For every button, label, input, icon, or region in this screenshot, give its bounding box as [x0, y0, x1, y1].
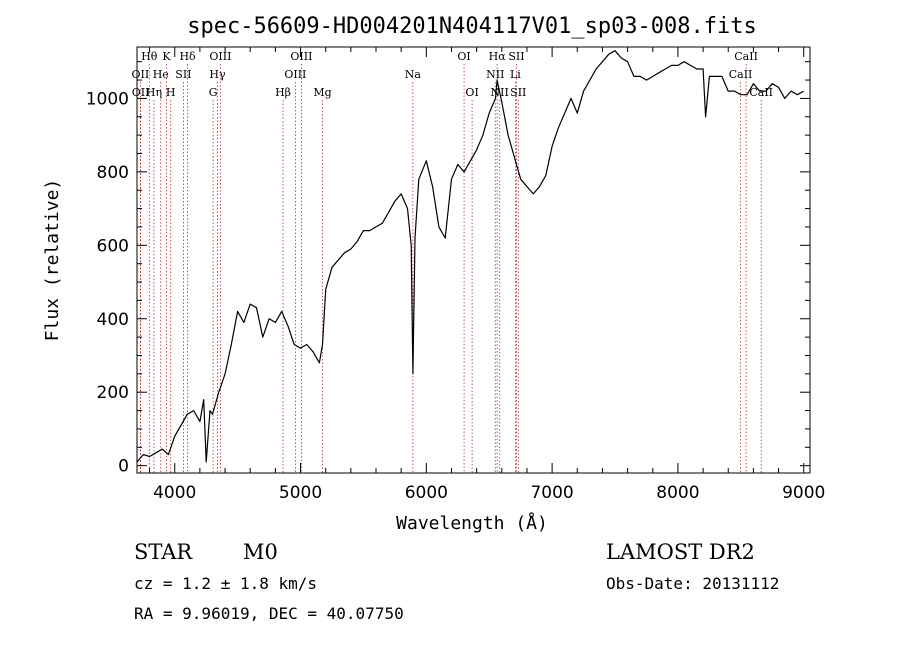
y-tick-label: 200 [97, 383, 129, 403]
spectral-line-label: NII [486, 68, 504, 81]
spectral-line-label: He [153, 68, 169, 81]
spectral-line-label: Na [405, 68, 422, 81]
y-tick-label: 0 [118, 457, 129, 477]
spectral-line: CaII [734, 50, 758, 473]
spectral-line: Na [405, 68, 422, 473]
x-tick-label: 6000 [405, 483, 448, 503]
spectral-line: SII [508, 50, 525, 473]
y-tick-label: 400 [97, 310, 129, 330]
spectral-line: NII [486, 68, 504, 473]
redshift-text: cz = 1.2 ± 1.8 km/s [134, 574, 317, 593]
spectral-line-label: CaII [749, 86, 773, 99]
x-tick-label: 5000 [279, 483, 322, 503]
spectral-line: G [209, 86, 218, 473]
plot-frame [136, 46, 811, 474]
survey-name: LAMOST DR2 [606, 540, 755, 564]
spectral-line: Hδ [179, 50, 196, 473]
obs-date-text: Obs-Date: 20131112 [606, 574, 779, 593]
y-tick-label: 600 [97, 236, 129, 256]
spectral-line-label: OII [132, 68, 150, 81]
spectral-line: Hβ [275, 86, 291, 473]
axis-ticks: 4000 5000 6000 7000 8000 9000 0 200 400 600 800 100… [86, 47, 825, 503]
y-tick-label: 1000 [86, 89, 129, 109]
coordinates-text: RA = 9.96019, DEC = 40.07750 [134, 604, 404, 623]
spectral-line: Hη [146, 86, 162, 473]
object-class: STAR [134, 540, 193, 564]
spectral-line: OIII [209, 50, 231, 473]
x-tick-label: 4000 [153, 483, 196, 503]
y-axis-label: Flux (relative) [42, 179, 63, 342]
spectral-line: Hα [489, 50, 507, 473]
spectral-line: Hθ [141, 50, 158, 473]
spectral-line: SII [175, 68, 192, 473]
x-tick-label: 8000 [656, 483, 699, 503]
spectral-line: OII [132, 68, 150, 473]
spectral-line: He [153, 68, 169, 473]
x-tick-label: 9000 [782, 483, 825, 503]
spectral-line: Mg [313, 86, 332, 473]
object-subclass: M0 [243, 540, 278, 564]
spectral-line-label: Hη [146, 86, 162, 99]
x-axis-label: Wavelength (Å) [396, 512, 548, 534]
spectral-line-label: Hδ [179, 50, 196, 63]
spectral-line-label: G [209, 86, 218, 99]
spectral-line-label: OI [457, 50, 470, 63]
series-layer [136, 50, 804, 463]
spectral-line-label: K [162, 50, 171, 63]
spectral-line: OI [465, 86, 479, 473]
spectral-line-label: OII [132, 86, 150, 99]
chart-title: spec-56609-HD004201N404117V01_sp03-008.f… [187, 14, 757, 39]
spectral-line: OI [457, 50, 471, 473]
y-tick-label: 800 [97, 163, 129, 183]
spectral-line: OIII [284, 68, 306, 473]
spectral-line: K [162, 50, 171, 473]
spectral-line-label: Hβ [275, 86, 291, 99]
spectral-line-label: Li [510, 68, 521, 81]
spectral-line: NII [491, 86, 509, 473]
spectral-line-label: Hγ [209, 68, 226, 81]
spectral-line-label: Mg [313, 86, 331, 99]
spectral-line-label: Hα [489, 50, 507, 63]
spectral-line: Li [510, 68, 521, 473]
spectral-line: OII [132, 86, 150, 473]
spectral-line-label: CaII [729, 68, 753, 81]
spectral-line: H [166, 86, 176, 473]
spectral-line-label: H [166, 86, 176, 99]
spectral-line: CaII [729, 68, 753, 473]
spectral-line-label: SII [510, 86, 526, 99]
spectral-line: SII [510, 86, 526, 473]
spectral-line-label: OIII [290, 50, 312, 63]
spectral-line-label: OIII [209, 50, 231, 63]
spectral-line-label: OI [465, 86, 478, 99]
spectral-line-label: Hθ [141, 50, 158, 63]
spectral-line: Hγ [209, 68, 226, 473]
spectral-line: OIII [290, 50, 312, 473]
spectral-line-label: SII [508, 50, 524, 63]
spectral-line-label: CaII [734, 50, 758, 63]
spectrum-line [136, 50, 804, 463]
spectral-line-label: OIII [284, 68, 306, 81]
x-tick-label: 7000 [530, 483, 573, 503]
spectral-line-label: SII [175, 68, 191, 81]
spectral-line: CaII [749, 86, 773, 473]
